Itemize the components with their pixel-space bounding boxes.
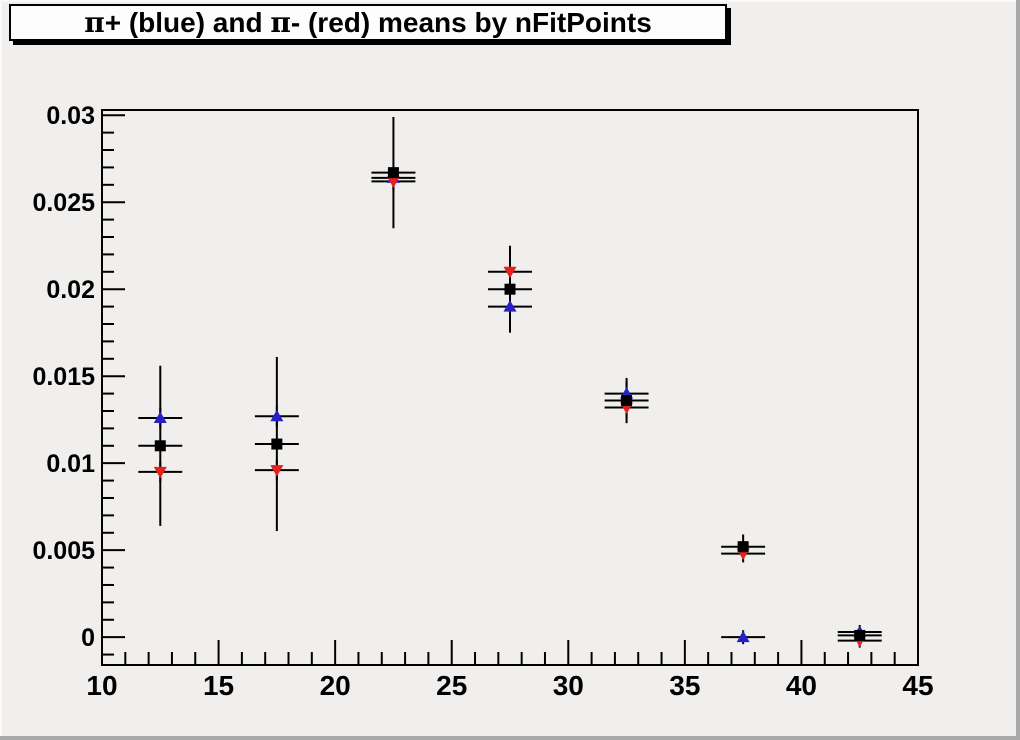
y-tick-label: 0.025 bbox=[32, 189, 95, 217]
y-tick-label: 0.03 bbox=[46, 102, 95, 130]
y-tick-label: 0.02 bbox=[46, 276, 95, 304]
data-point-square bbox=[154, 440, 166, 452]
y-tick-label: 0.005 bbox=[32, 537, 95, 565]
y-tick-label: 0.01 bbox=[46, 450, 95, 478]
x-tick-label: 40 bbox=[786, 670, 817, 701]
x-tick-label: 45 bbox=[902, 670, 933, 701]
x-tick-label: 30 bbox=[553, 670, 584, 701]
data-point-triangle-up bbox=[153, 411, 167, 423]
x-tick-label: 10 bbox=[86, 670, 117, 701]
data-point-square bbox=[387, 167, 399, 179]
x-tick-label: 25 bbox=[436, 670, 467, 701]
y-tick-label: 0 bbox=[81, 624, 95, 652]
plot-title: π+ (blue) and π- (red) means by nFitPoin… bbox=[84, 6, 652, 39]
x-tick-label: 35 bbox=[669, 670, 700, 701]
data-point-triangle-up bbox=[736, 630, 750, 643]
data-point-triangle-up bbox=[503, 300, 517, 312]
data-point-triangle-down bbox=[270, 465, 284, 477]
data-point-square bbox=[737, 541, 749, 553]
x-tick-label: 20 bbox=[320, 670, 351, 701]
plot-title-box: π+ (blue) and π- (red) means by nFitPoin… bbox=[9, 4, 727, 41]
data-point-triangle-down bbox=[153, 466, 167, 479]
data-point-triangle-down bbox=[503, 266, 517, 279]
data-point-square bbox=[854, 629, 866, 641]
data-point-triangle-down bbox=[386, 176, 400, 188]
data-point-triangle-up bbox=[270, 409, 284, 422]
data-point-square bbox=[621, 395, 633, 407]
y-tick-label: 0.015 bbox=[32, 363, 95, 391]
x-tick-label: 15 bbox=[203, 670, 234, 701]
data-point-square bbox=[504, 283, 516, 295]
plot-frame bbox=[101, 109, 919, 666]
data-point-square bbox=[271, 438, 283, 450]
